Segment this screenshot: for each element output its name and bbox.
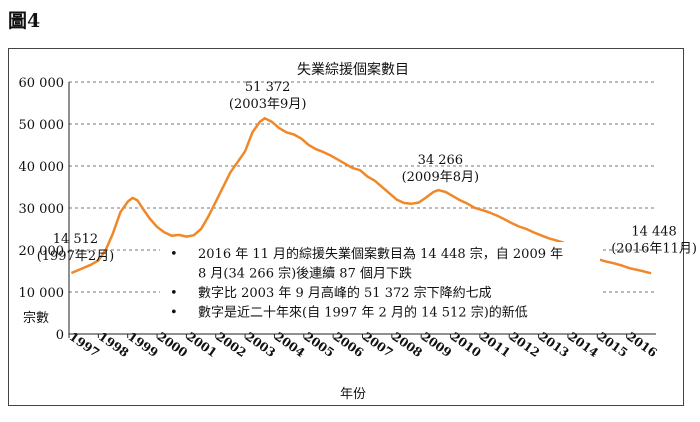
annotation-value: 34 266 — [418, 153, 464, 168]
annotation-date: (1997年2月) — [37, 249, 115, 264]
annotation-value: 51 372 — [245, 80, 291, 95]
y-tick-label: 10 000 — [19, 286, 65, 301]
annotation-date: (2016年11月) — [611, 241, 697, 256]
annotations: 14 512 (1997年2月) 51 372 (2003年9月) 34 266 (200… — [37, 80, 697, 264]
note-line: 2016 年 11 月的綜援失業個案數目為 14 448 宗，自 2009 年 — [198, 246, 563, 262]
note-bullet: • — [170, 247, 178, 262]
axes — [68, 82, 656, 338]
y-tick-label: 40 000 — [19, 160, 65, 175]
figure-label: 圖4 — [8, 10, 41, 32]
note-bullet: • — [170, 286, 178, 301]
y-axis-label: 宗數 — [23, 310, 49, 326]
note-line: 數字比 2003 年 9 月高峰的 51 372 宗下降約七成 — [198, 285, 492, 301]
annotation-value: 14 448 — [631, 224, 677, 239]
y-tick-label: 50 000 — [19, 118, 65, 133]
chart-title: 失業綜援個案數目 — [297, 61, 409, 78]
y-tick-label: 60 000 — [19, 76, 65, 91]
note-line: 8 月(34 266 宗)後連續 87 個月下跌 — [198, 266, 412, 282]
annotation-date: (2003年9月) — [229, 97, 307, 112]
annotation-date: (2009年8月) — [402, 170, 480, 185]
note-bullet: • — [170, 306, 178, 321]
notes-background — [160, 242, 600, 328]
y-tick-labels: 0 10 000 20 000 30 000 40 000 50 000 60 000 — [19, 76, 65, 343]
series-line — [70, 116, 652, 275]
y-tick-label: 30 000 — [19, 202, 65, 217]
y-tick-label: 0 — [56, 328, 64, 343]
note-line: 數字是近二十年來(自 1997 年 2 月的 14 512 宗)的新低 — [198, 305, 528, 321]
annotation-value: 14 512 — [53, 232, 99, 247]
notes-box: • 2016 年 11 月的綜援失業個案數目為 14 448 宗，自 2009 年… — [160, 242, 600, 328]
series-line-path — [70, 116, 652, 275]
y-tick-label: 20 000 — [19, 244, 65, 259]
x-axis-label: 年份 — [340, 387, 366, 402]
chart-frame — [8, 48, 684, 406]
